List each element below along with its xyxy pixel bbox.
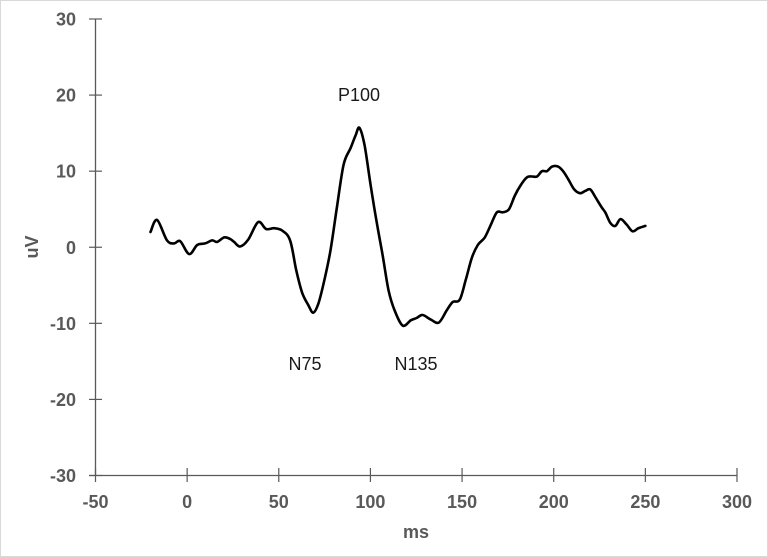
x-tick-label: 100: [355, 492, 385, 512]
x-tick-label: 150: [447, 492, 477, 512]
x-tick-label: 300: [722, 492, 752, 512]
y-axis-title: uV: [22, 235, 42, 258]
annotation-n75: N75: [288, 354, 321, 374]
y-tick-label: 20: [56, 86, 76, 106]
x-tick-label: 200: [539, 492, 569, 512]
vep-waveform-line: [149, 126, 647, 328]
y-tick-label: 30: [56, 10, 76, 30]
x-tick-label: -50: [82, 492, 108, 512]
y-tick-label: -10: [50, 314, 76, 334]
x-ticks: -50 0 50 100 150 200 250 300: [82, 468, 752, 512]
y-tick-label: 10: [56, 162, 76, 182]
annotation-p100: P100: [338, 85, 380, 105]
y-tick-label: -30: [50, 466, 76, 486]
x-tick-label: 250: [630, 492, 660, 512]
x-tick-label: 0: [182, 492, 192, 512]
y-tick-label: -20: [50, 390, 76, 410]
y-ticks: 30 20 10 0 -10 -20 -30: [50, 10, 102, 486]
x-tick-label: 50: [269, 492, 289, 512]
annotation-n135: N135: [394, 354, 437, 374]
y-tick-label: 0: [66, 238, 76, 258]
x-axis-title: ms: [403, 522, 429, 542]
